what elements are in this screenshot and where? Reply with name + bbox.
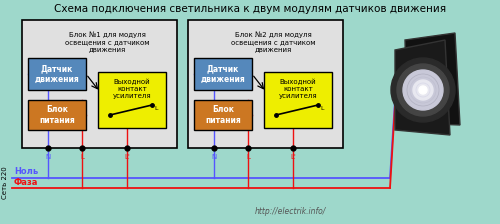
Text: N: N (212, 154, 216, 160)
FancyBboxPatch shape (98, 72, 166, 128)
FancyBboxPatch shape (28, 100, 86, 130)
FancyBboxPatch shape (264, 72, 332, 128)
Circle shape (403, 70, 443, 110)
FancyBboxPatch shape (22, 20, 177, 148)
Text: Блок №2 для модуля
освещения с датчиком
движения: Блок №2 для модуля освещения с датчиком … (231, 32, 316, 52)
Text: L': L' (290, 154, 296, 160)
Text: Сеть 220: Сеть 220 (2, 167, 8, 199)
Circle shape (397, 64, 449, 116)
Text: Выходной
контакт
усилителя: Выходной контакт усилителя (278, 79, 318, 99)
Circle shape (413, 80, 433, 100)
Text: Схема подключения светильника к двум модулям датчиков движения: Схема подключения светильника к двум мод… (54, 4, 446, 14)
Polygon shape (405, 33, 460, 125)
Text: Выходной
контакт
усилителя: Выходной контакт усилителя (112, 79, 152, 99)
Text: L: L (154, 106, 158, 112)
Text: Датчик
движения: Датчик движения (200, 64, 246, 84)
Text: Датчик
движения: Датчик движения (34, 64, 80, 84)
Text: L: L (320, 106, 324, 112)
Circle shape (391, 58, 455, 122)
Circle shape (419, 86, 427, 94)
Text: L': L' (124, 154, 130, 160)
Polygon shape (395, 40, 450, 135)
Text: L: L (80, 154, 84, 160)
Text: L: L (246, 154, 250, 160)
Text: http://electrik.info/: http://electrik.info/ (254, 207, 326, 217)
Text: Фаза: Фаза (14, 178, 38, 187)
Text: Блок №1 для модуля
освещения с датчиком
движения: Блок №1 для модуля освещения с датчиком … (65, 32, 150, 52)
FancyBboxPatch shape (28, 58, 86, 90)
Text: Блок
питания: Блок питания (39, 105, 75, 125)
Text: Ноль: Ноль (14, 167, 38, 176)
FancyBboxPatch shape (194, 58, 252, 90)
Text: N: N (46, 154, 51, 160)
Text: Блок
питания: Блок питания (205, 105, 241, 125)
FancyBboxPatch shape (188, 20, 343, 148)
FancyBboxPatch shape (194, 100, 252, 130)
